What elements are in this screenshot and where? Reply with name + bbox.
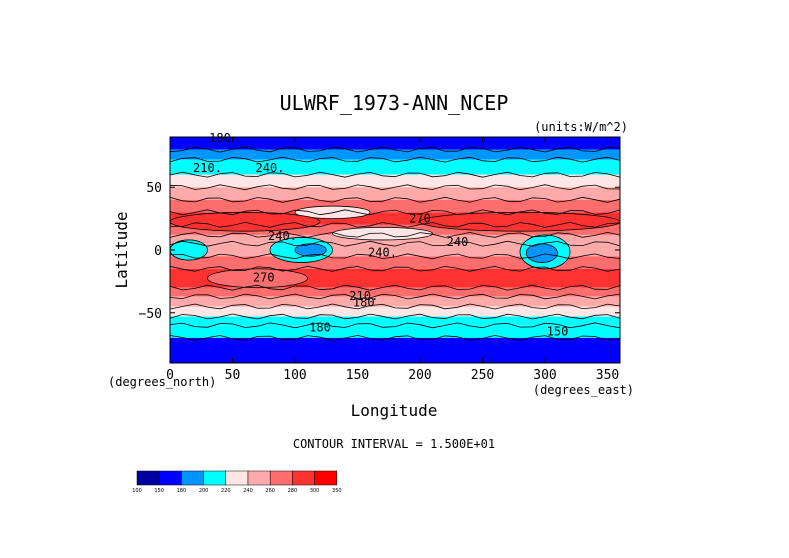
contour-line-11	[169, 265, 621, 272]
anomaly-region-4	[525, 243, 558, 263]
zonal-band-17	[170, 337, 620, 363]
contour-label-8: 210.	[349, 289, 378, 303]
zonal-band-1	[170, 149, 620, 160]
anomaly-region-9	[207, 268, 308, 289]
colorbar-swatch-6	[269, 470, 293, 486]
y-unit-label: (degrees_north)	[108, 375, 216, 389]
colorbar-swatch-2	[181, 470, 204, 486]
y-tick-label-2: −50	[139, 307, 162, 322]
units-label: (units:W/m^2)	[534, 120, 628, 134]
contour-label-0: 180	[209, 131, 231, 145]
colorbar-swatch-3	[203, 470, 227, 486]
contour-line-17	[169, 334, 621, 341]
contour-line-6	[169, 209, 621, 216]
x-axis-ticks: 0 50 100 150 200 250 300 350	[166, 137, 619, 383]
anomaly-region-0	[294, 205, 371, 220]
x-tick-label-6: 300	[533, 368, 556, 383]
x-tick-label-2: 100	[283, 368, 306, 383]
y-tick-label-0: 50	[146, 181, 162, 196]
contour-label-7: 240.	[368, 245, 397, 259]
anomaly-region-7	[169, 211, 321, 232]
y-axis-title: Latitude	[112, 211, 131, 288]
zonal-band-16	[170, 325, 620, 338]
colorbar-swatch-0	[136, 470, 160, 486]
zonal-band-5	[170, 199, 620, 213]
colorbar-label-9: 350	[332, 488, 342, 494]
colorbar-label-1: 150	[154, 488, 164, 494]
colorbar-label-0: 100	[132, 488, 142, 494]
contour-label-5: 240.	[268, 229, 297, 243]
contour-line-9	[169, 240, 621, 247]
contour-line-15	[169, 313, 621, 320]
y-axis-ticks: 50 0 −50	[139, 181, 620, 322]
contour-label-2: 240.	[256, 161, 285, 175]
colorbar-swatch-8	[314, 470, 338, 486]
contour-label-9: 180	[353, 296, 375, 310]
zonal-band-14	[170, 306, 620, 317]
y-tick-label-1: 0	[154, 244, 162, 259]
contour-line-5	[169, 196, 621, 203]
colorbar-swatch-4	[225, 470, 249, 486]
colorbar-label-3: 200	[199, 488, 209, 494]
colorbar-label-4: 220	[221, 488, 231, 494]
contour-line-10	[169, 253, 621, 260]
zonal-band-4	[170, 187, 620, 200]
zonal-band-15	[170, 316, 620, 326]
plot-area	[169, 137, 621, 363]
zonal-band-0	[170, 137, 620, 150]
contour-label-3: 270	[409, 211, 431, 225]
x-tick-label-7: 350	[596, 368, 619, 383]
colorbar-label-7: 280	[288, 488, 298, 494]
contour-label-11: 150	[547, 324, 569, 338]
contour-label-1: 210.	[193, 161, 222, 175]
zonal-band-13	[170, 296, 620, 307]
contour-line-13	[169, 293, 621, 300]
colorbar-swatch-1	[158, 470, 182, 486]
contour-line-12	[169, 284, 621, 291]
contour-line-3	[169, 171, 621, 178]
contour-line-8	[169, 231, 621, 238]
colorbar-label-5: 240	[243, 488, 253, 494]
colorbar-label-2: 180	[177, 488, 187, 494]
x-tick-label-4: 200	[408, 368, 431, 383]
contour-line-4	[169, 184, 621, 191]
contour-lines	[169, 146, 621, 341]
x-tick-label-3: 150	[346, 368, 369, 383]
contour-interval-label: CONTOUR INTERVAL = 1.500E+01	[293, 437, 495, 451]
colorbar-label-6: 260	[265, 488, 275, 494]
x-axis-title: Longitude	[351, 401, 438, 420]
zonal-band-12	[170, 287, 620, 297]
anomaly-region-2	[294, 243, 327, 257]
contour-line-16	[169, 322, 621, 329]
x-tick-label-5: 250	[471, 368, 494, 383]
contour-label-4: 240	[447, 235, 469, 249]
contour-line-14	[169, 303, 621, 310]
contour-line-7	[170, 221, 621, 228]
colorbar-swatch-7	[292, 470, 315, 486]
zonal-band-3	[170, 174, 620, 188]
x-tick-label-0: 0	[166, 368, 174, 383]
colorbar: 100 150 180 200 220 240 260 280 300 350	[132, 470, 342, 494]
anomaly-region-8	[419, 211, 621, 232]
contour-line-2	[169, 156, 621, 163]
contour-line-1	[169, 146, 621, 153]
contour-label-10: 180	[309, 321, 331, 335]
contour-label-6: 270	[253, 270, 275, 284]
colorbar-swatch-5	[247, 470, 271, 486]
colorbar-label-8: 300	[310, 488, 320, 494]
x-unit-label: (degrees_east)	[533, 383, 634, 397]
x-tick-label-1: 50	[225, 368, 241, 383]
chart-title: ULWRF_1973-ANN_NCEP	[280, 91, 509, 115]
zonal-band-2	[170, 159, 620, 175]
